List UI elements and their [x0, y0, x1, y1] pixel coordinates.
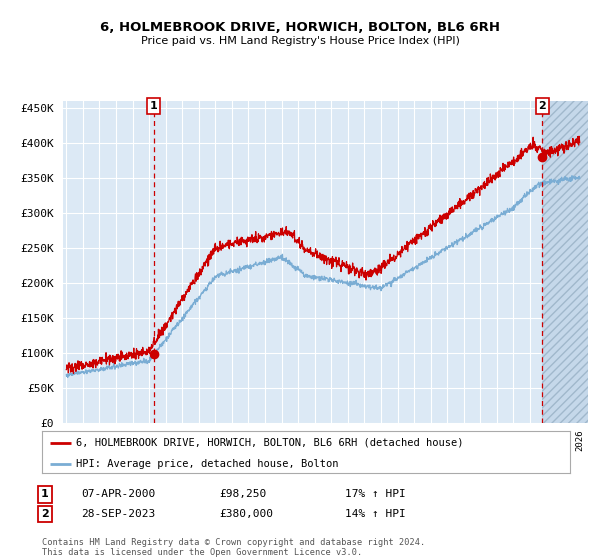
Text: Contains HM Land Registry data © Crown copyright and database right 2024.
This d: Contains HM Land Registry data © Crown c… — [42, 538, 425, 557]
Text: £380,000: £380,000 — [219, 509, 273, 519]
Text: 1: 1 — [150, 101, 157, 111]
Text: 6, HOLMEBROOK DRIVE, HORWICH, BOLTON, BL6 6RH: 6, HOLMEBROOK DRIVE, HORWICH, BOLTON, BL… — [100, 21, 500, 34]
Text: 6, HOLMEBROOK DRIVE, HORWICH, BOLTON, BL6 6RH (detached house): 6, HOLMEBROOK DRIVE, HORWICH, BOLTON, BL… — [76, 437, 464, 447]
Text: 07-APR-2000: 07-APR-2000 — [81, 489, 155, 500]
Bar — [542, 101, 588, 423]
Text: Price paid vs. HM Land Registry's House Price Index (HPI): Price paid vs. HM Land Registry's House … — [140, 36, 460, 46]
Text: 2: 2 — [41, 509, 49, 519]
Text: 1: 1 — [41, 489, 49, 500]
Text: 17% ↑ HPI: 17% ↑ HPI — [345, 489, 406, 500]
Text: 14% ↑ HPI: 14% ↑ HPI — [345, 509, 406, 519]
Text: 2: 2 — [538, 101, 546, 111]
Text: £98,250: £98,250 — [219, 489, 266, 500]
Text: HPI: Average price, detached house, Bolton: HPI: Average price, detached house, Bolt… — [76, 459, 339, 469]
Text: 28-SEP-2023: 28-SEP-2023 — [81, 509, 155, 519]
